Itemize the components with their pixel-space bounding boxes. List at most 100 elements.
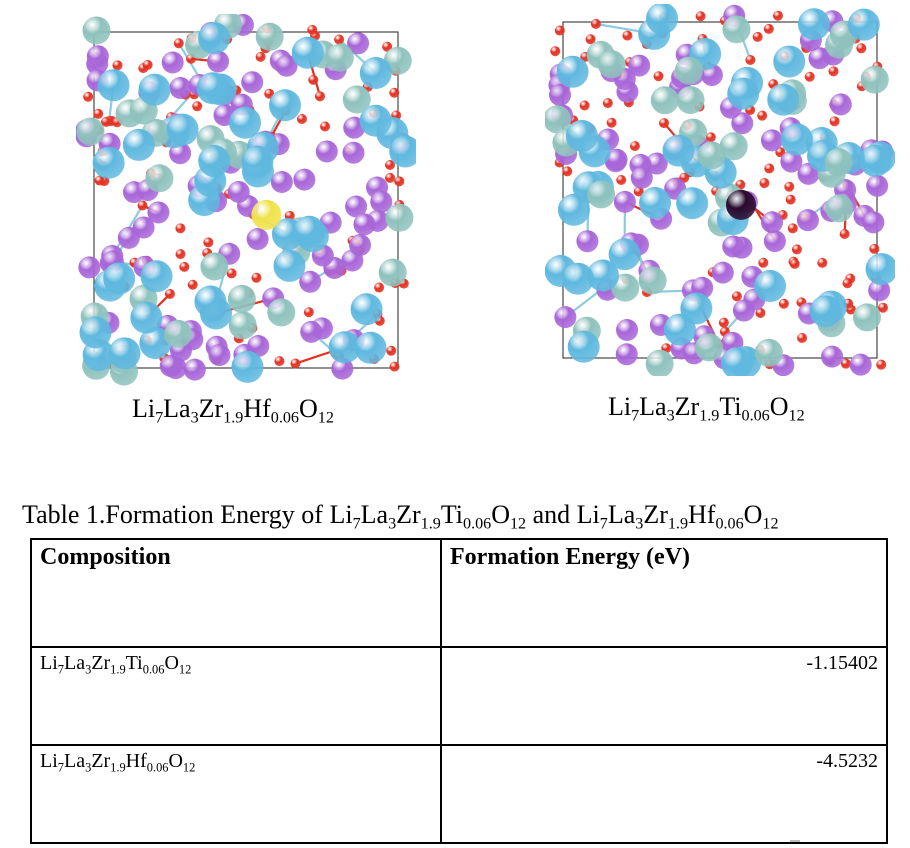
atom-o — [840, 358, 851, 369]
atom-o — [394, 176, 405, 187]
atom-o — [308, 74, 319, 85]
atom-la — [241, 145, 274, 178]
atom-la — [680, 292, 713, 325]
atom-o — [695, 11, 706, 22]
atom-o — [585, 34, 596, 45]
atom-la — [389, 135, 416, 168]
atom-o — [705, 132, 716, 143]
atom-o — [616, 175, 627, 186]
atom-o — [842, 278, 853, 289]
atom-zr — [545, 105, 572, 134]
atom-li — [207, 50, 230, 73]
atom-zr — [719, 132, 748, 161]
atom-la — [359, 104, 392, 137]
atom-o — [602, 98, 613, 109]
atom-li — [796, 209, 819, 232]
atom-la — [354, 331, 387, 364]
atom-o — [877, 302, 888, 313]
atom-o — [659, 118, 670, 129]
atom-o — [839, 229, 850, 240]
atom-li — [353, 213, 376, 236]
atom-la — [268, 89, 301, 122]
crystal-structure-ti — [545, 4, 895, 376]
atom-o — [758, 257, 769, 268]
atom-li — [169, 76, 192, 99]
atom-li — [349, 234, 372, 257]
atom-o — [579, 100, 590, 111]
atom-o — [731, 291, 742, 302]
atom-li — [761, 211, 784, 234]
atom-la — [639, 187, 672, 220]
atom-o — [789, 258, 800, 269]
atom-o — [274, 356, 285, 367]
atom-li — [86, 45, 109, 68]
table-caption: Table 1.Formation Energy of Li7La3Zr1.9T… — [22, 500, 779, 533]
atom-zr — [76, 117, 105, 146]
atom-li — [821, 345, 844, 368]
atom-zr — [227, 284, 256, 313]
atom-li — [270, 170, 293, 193]
atom-zr — [267, 298, 296, 327]
atom-o — [784, 181, 795, 192]
atom-la — [865, 253, 895, 286]
composition-cell: Li7La3Zr1.9Hf0.06O12 — [30, 744, 442, 844]
atom-o — [192, 101, 203, 112]
atom-li — [722, 235, 745, 258]
atom-zr — [697, 141, 726, 170]
atom-la — [608, 238, 641, 271]
atom-o — [757, 110, 768, 121]
atom-la — [773, 45, 806, 78]
atom-la — [847, 8, 880, 41]
atom-li — [731, 112, 754, 135]
atom-la — [754, 270, 787, 303]
atom-la — [556, 55, 589, 88]
atom-li — [760, 129, 783, 152]
atom-o — [255, 51, 266, 62]
atom-zr — [824, 148, 853, 177]
atom-li — [161, 51, 184, 74]
dopant-atom — [251, 199, 282, 230]
atom-o — [763, 23, 774, 34]
header-formation-energy: Formation Energy (eV) — [440, 538, 888, 648]
atom-zr — [695, 333, 724, 362]
atom-zr — [342, 85, 371, 114]
atom-la — [103, 262, 136, 295]
atom-o — [764, 163, 775, 174]
crystal-structure-hf — [76, 14, 416, 386]
atom-o — [142, 59, 153, 70]
atom-o — [315, 91, 326, 102]
atom-li — [246, 228, 269, 251]
atom-la — [273, 249, 306, 282]
energy-cell: -1.15402 — [440, 646, 888, 746]
atom-o — [93, 108, 104, 119]
atom-o — [718, 317, 729, 328]
atom-o — [175, 249, 186, 260]
atom-zr — [638, 266, 667, 295]
atom-li — [331, 357, 354, 380]
atom-li — [370, 190, 393, 213]
atom-la — [662, 134, 695, 167]
atom-la — [797, 8, 830, 41]
atom-la — [561, 262, 594, 295]
atom-la — [359, 56, 392, 89]
atom-zr — [228, 311, 257, 340]
atom-la — [108, 337, 141, 370]
atom-la — [79, 316, 112, 349]
atom-la — [767, 83, 800, 116]
atom-o — [817, 257, 828, 268]
atom-o — [251, 272, 262, 283]
atom-la — [198, 22, 231, 55]
atom-o — [759, 178, 770, 189]
atom-zr — [676, 86, 705, 115]
atom-li — [645, 152, 668, 175]
atom-o — [562, 166, 573, 177]
atom-zr — [82, 16, 111, 45]
atom-o — [164, 288, 175, 299]
atom-zr — [385, 203, 414, 232]
atom-li — [159, 354, 182, 377]
atom-li — [342, 141, 365, 164]
atom-zr — [200, 252, 229, 281]
table-header-row: Composition Formation Energy (eV) — [30, 538, 888, 648]
atom-zr — [611, 273, 640, 302]
page-mark — [790, 840, 800, 842]
